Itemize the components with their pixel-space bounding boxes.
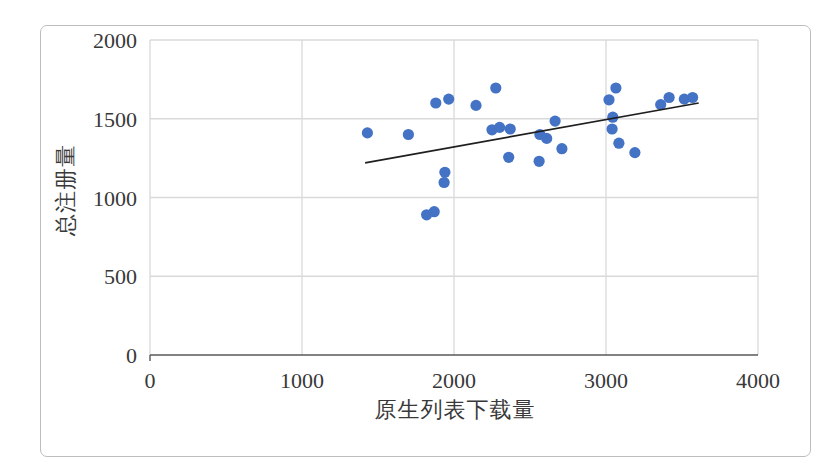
x-tick-label: 0	[145, 368, 156, 393]
scatter-point	[607, 123, 618, 134]
scatter-point	[439, 167, 450, 178]
y-tick-labels: 0 500 1000 1500 2000	[93, 28, 137, 368]
y-axis-title: 总注册量	[53, 130, 79, 250]
gridlines	[150, 40, 758, 355]
scatter-point	[613, 138, 624, 149]
scatter-point	[443, 94, 454, 105]
y-tick-label: 1000	[93, 186, 137, 211]
scatter-point	[490, 82, 501, 93]
scatter-point	[664, 92, 675, 103]
scatter-point	[470, 100, 481, 111]
scatter-series	[362, 82, 698, 220]
scatter-point	[494, 122, 505, 133]
scatter-point	[556, 143, 567, 154]
scatter-point	[541, 133, 552, 144]
x-tick-label: 3000	[584, 368, 628, 393]
scatter-point	[503, 152, 514, 163]
y-tick-label: 1500	[93, 107, 137, 132]
scatter-point	[610, 82, 621, 93]
scatter-point	[429, 206, 440, 217]
x-axis-title: 原生列表下载量	[355, 396, 555, 424]
scatter-point	[505, 123, 516, 134]
y-tick-label: 500	[104, 264, 137, 289]
scatter-point	[550, 116, 561, 127]
scatter-point	[403, 129, 414, 140]
scatter-point	[430, 97, 441, 108]
trend-line	[365, 103, 699, 163]
x-tick-label: 1000	[280, 368, 324, 393]
x-tick-labels: 0 1000 2000 3000 4000	[145, 368, 781, 393]
scatter-point	[534, 156, 545, 167]
x-tick-label: 4000	[736, 368, 780, 393]
scatter-point	[439, 177, 450, 188]
page: { "chart_data": { "type": "scatter", "xl…	[0, 0, 828, 473]
trend-line	[365, 103, 699, 163]
scatter-point	[629, 147, 640, 158]
scatter-point	[687, 92, 698, 103]
scatter-point	[362, 127, 373, 138]
y-tick-label: 2000	[93, 28, 137, 53]
scatter-point	[603, 94, 614, 105]
x-axis-line	[150, 355, 758, 361]
y-tick-label: 0	[126, 343, 137, 368]
x-tick-label: 2000	[432, 368, 476, 393]
